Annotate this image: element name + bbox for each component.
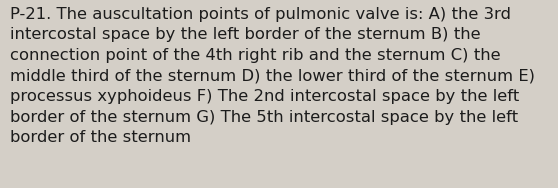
Text: P-21. The auscultation points of pulmonic valve is: A) the 3rd
intercostal space: P-21. The auscultation points of pulmoni…: [10, 7, 535, 146]
